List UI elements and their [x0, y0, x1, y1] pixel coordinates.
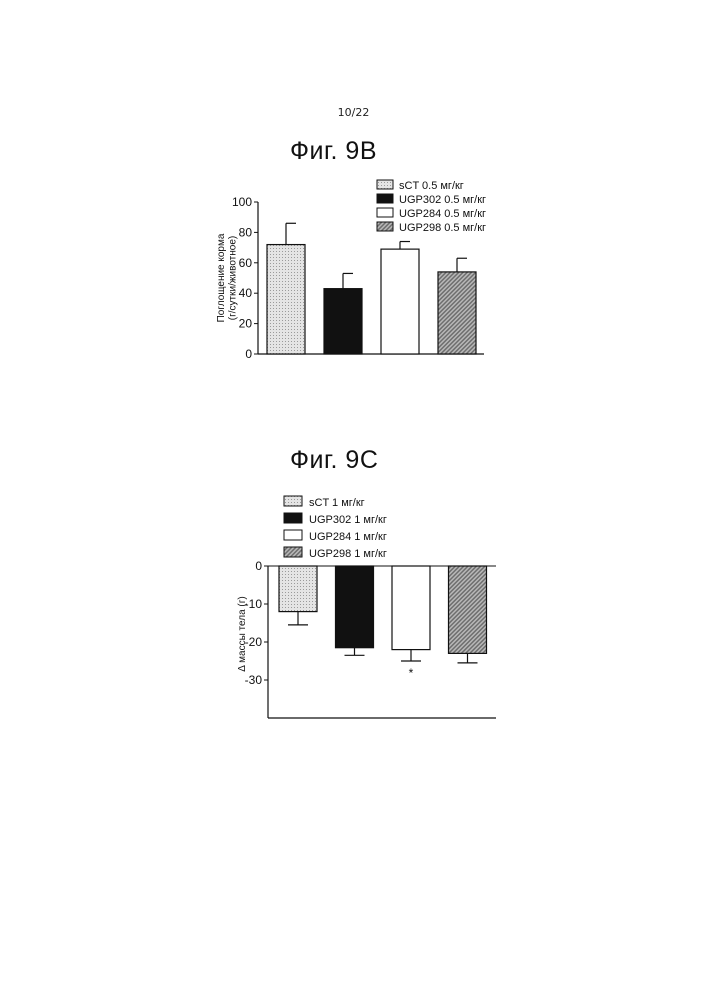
legend-swatch-1 — [284, 496, 302, 506]
significance-asterisk: * — [409, 666, 414, 680]
chart-9c: 0-10-20-30Δ массы тела (г)*sCT 1 мг/кгUG… — [0, 490, 707, 730]
y-axis-label: Δ массы тела (г) — [237, 596, 248, 672]
legend-swatch-3 — [377, 208, 393, 217]
y-tick-label: 0 — [245, 347, 252, 361]
legend-label-1: sCT 0.5 мг/кг — [399, 180, 464, 192]
legend-label-3: UGP284 1 мг/кг — [309, 531, 387, 543]
legend-swatch-2 — [377, 194, 393, 203]
bar-3 — [381, 249, 419, 354]
bar-2 — [324, 289, 362, 354]
legend-label-4: UGP298 0.5 мг/кг — [399, 222, 486, 234]
y-tick-label: 100 — [232, 195, 252, 209]
legend-label-2: UGP302 0.5 мг/кг — [399, 194, 486, 206]
bar-1 — [279, 566, 317, 612]
legend-swatch-4 — [377, 222, 393, 231]
legend-swatch-4 — [284, 547, 302, 557]
bar-4 — [438, 272, 476, 354]
bar-4 — [449, 566, 487, 653]
legend-swatch-3 — [284, 530, 302, 540]
y-tick-label: 20 — [239, 317, 253, 331]
legend-label-4: UGP298 1 мг/кг — [309, 548, 387, 560]
bar-1 — [267, 245, 305, 354]
bar-3 — [392, 566, 430, 650]
y-tick-label: 40 — [239, 286, 253, 300]
y-tick-label: 80 — [239, 225, 253, 239]
y-tick-label: -30 — [245, 673, 263, 687]
page-number: 10/22 — [0, 106, 707, 119]
chart-9b: 0 20 40 60 80 100 Поглощение корма(г/сутки/жив… — [0, 170, 707, 370]
legend-label-2: UGP302 1 мг/кг — [309, 514, 387, 526]
bar-2 — [336, 566, 374, 648]
y-tick-label: 0 — [255, 559, 262, 573]
figure-9c-title: Фиг. 9C — [290, 446, 378, 475]
y-axis-label: Поглощение корма(г/сутки/животное) — [216, 233, 239, 322]
legend-label-1: sCT 1 мг/кг — [309, 497, 365, 509]
legend-swatch-2 — [284, 513, 302, 523]
figure-9b-title: Фиг. 9B — [290, 137, 377, 166]
y-tick-label: 60 — [239, 256, 253, 270]
legend-swatch-1 — [377, 180, 393, 189]
legend-label-3: UGP284 0.5 мг/кг — [399, 208, 486, 220]
